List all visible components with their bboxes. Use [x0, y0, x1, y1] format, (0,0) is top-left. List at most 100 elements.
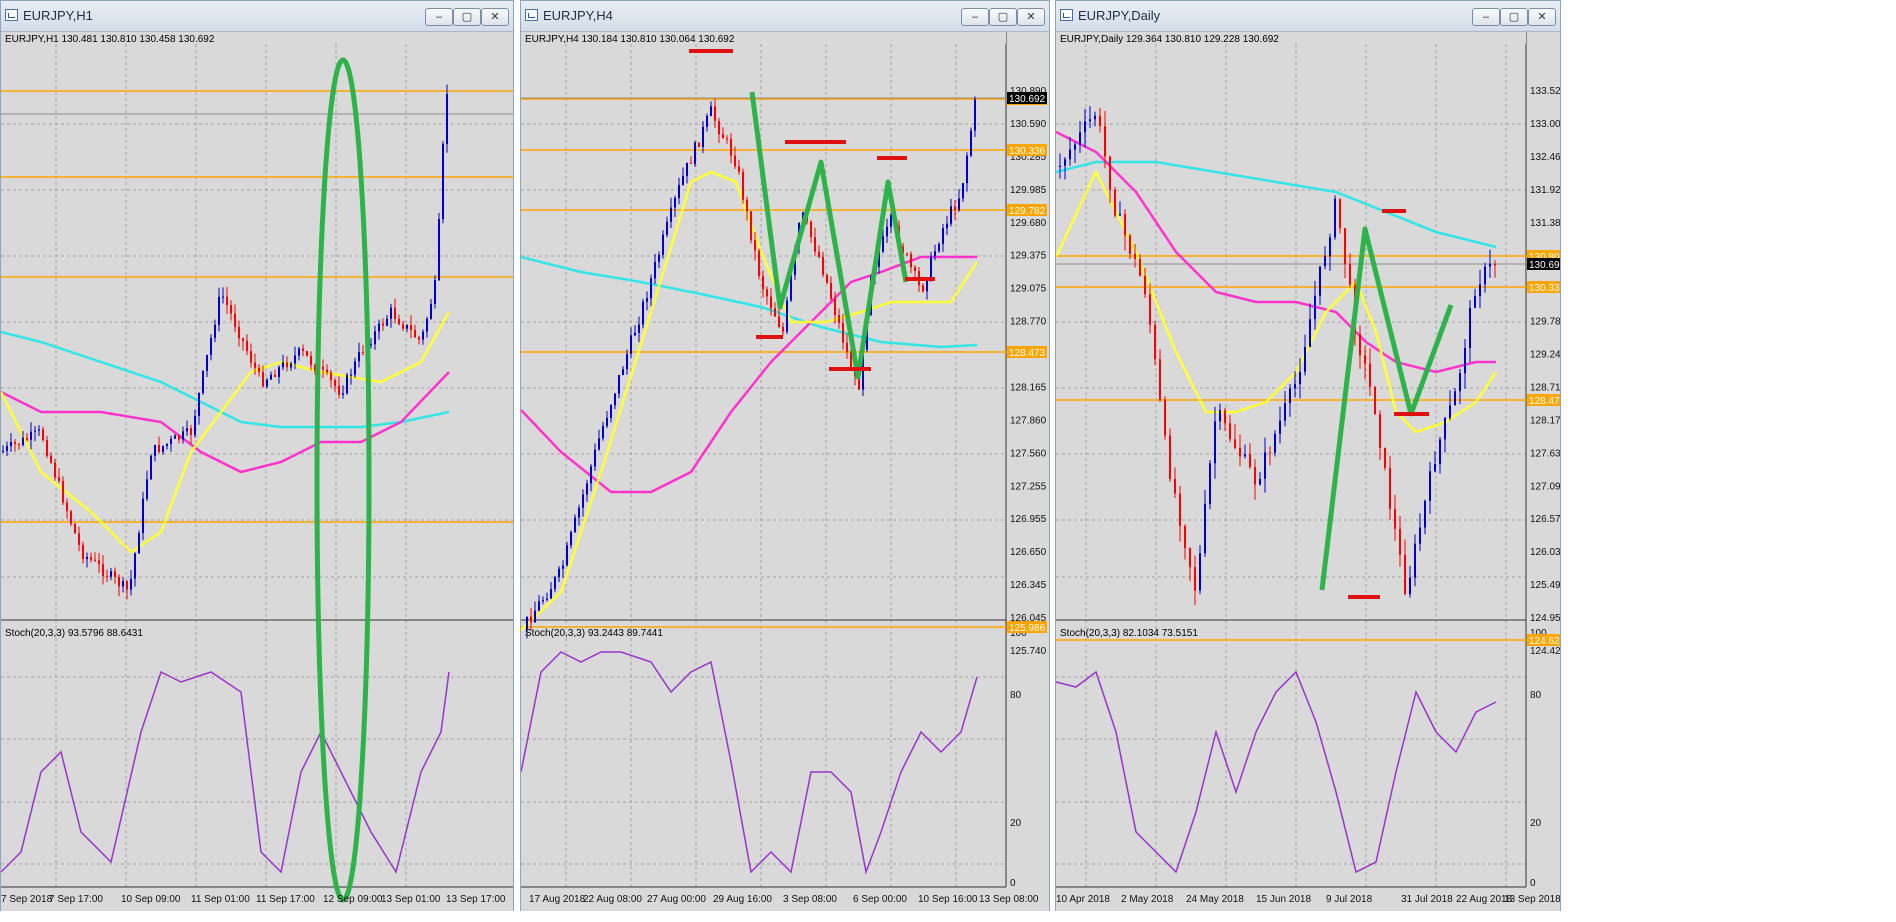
candle-body: [254, 362, 256, 368]
candle-body: [246, 340, 248, 352]
candle-body: [1259, 478, 1261, 485]
candle-body: [278, 367, 280, 378]
candle-body: [1064, 159, 1066, 166]
candle-body: [330, 372, 332, 381]
candle-body: [782, 326, 784, 332]
candle-body: [58, 477, 60, 481]
moving-average-slow: [521, 255, 978, 349]
candle-body: [554, 577, 556, 590]
price-chart[interactable]: [1056, 32, 1560, 922]
chart-area[interactable]: EURJPY,H1 130.481 130.810 130.458 130.69…: [1, 32, 513, 920]
candle-body: [1339, 198, 1341, 229]
minimize-button[interactable]: ‒: [425, 8, 453, 26]
minimize-button[interactable]: ‒: [1472, 8, 1500, 26]
chart-area[interactable]: EURJPY,Daily 129.364 130.810 129.228 130…: [1056, 32, 1560, 920]
candle-body: [1464, 348, 1466, 374]
candle-body: [1429, 471, 1431, 501]
taskbar-strip: [0, 911, 1896, 921]
candle-body: [578, 507, 580, 518]
candle-body: [22, 437, 24, 445]
maximize-button[interactable]: ▢: [453, 8, 481, 26]
candle-body: [838, 315, 840, 323]
candle-body: [10, 441, 12, 446]
candle-body: [334, 380, 336, 386]
candle-body: [1309, 319, 1311, 348]
close-button[interactable]: ✕: [481, 8, 509, 26]
candle-body: [46, 440, 48, 456]
chart-area[interactable]: EURJPY,H4 130.184 130.810 130.064 130.69…: [521, 32, 1049, 920]
candle-body: [750, 211, 752, 241]
candle-body: [1284, 403, 1286, 421]
close-button[interactable]: ✕: [1528, 8, 1556, 26]
candle-body: [1129, 235, 1131, 254]
chart-window-h1[interactable]: EURJPY,H1 ‒ ▢ ✕ EURJPY,H1 130.481 130.81…: [0, 0, 514, 921]
candle-body: [1219, 410, 1221, 422]
price-chart[interactable]: [1, 32, 513, 922]
candle-body: [566, 545, 568, 566]
candle-body: [718, 120, 720, 135]
candle-body: [406, 324, 408, 329]
candle-body: [234, 313, 236, 327]
stochastic-line: [521, 651, 978, 875]
chart-grid: [1056, 32, 1526, 887]
candle-body: [426, 318, 428, 332]
candle-body: [230, 305, 232, 314]
candle-body: [1334, 198, 1336, 238]
candle-body: [926, 280, 928, 292]
candle-body: [38, 429, 40, 431]
candle-body: [258, 367, 260, 373]
candle-body: [1299, 371, 1301, 385]
candle-body: [786, 300, 788, 332]
window-titlebar[interactable]: EURJPY,H1 ‒ ▢ ✕: [1, 1, 513, 32]
window-titlebar[interactable]: EURJPY,H4 ‒ ▢ ✕: [521, 1, 1049, 32]
candle-body: [1394, 508, 1396, 529]
candle-body: [650, 278, 652, 299]
candle-body: [1239, 447, 1241, 457]
chart-window-h4[interactable]: EURJPY,H4 ‒ ▢ ✕ EURJPY,H4 130.184: [520, 0, 1050, 921]
candle-body: [1479, 284, 1481, 297]
candle-body: [1289, 388, 1291, 404]
candle-body: [698, 142, 700, 147]
candle-body: [690, 162, 692, 164]
candle-body: [66, 502, 68, 512]
candle-body: [1179, 493, 1181, 527]
candle-body: [410, 324, 412, 331]
candle-body: [702, 126, 704, 147]
maximize-button[interactable]: ▢: [1500, 8, 1528, 26]
window-titlebar[interactable]: EURJPY,Daily ‒ ▢ ✕: [1056, 1, 1560, 32]
candle-body: [730, 138, 732, 156]
candle-body: [14, 441, 16, 444]
candle-body: [770, 296, 772, 309]
candle-body: [122, 581, 124, 587]
candle-body: [126, 581, 128, 590]
moving-average-fast: [1, 311, 451, 554]
maximize-button[interactable]: ▢: [989, 8, 1017, 26]
candle-body: [1449, 405, 1451, 418]
candle-body: [970, 130, 972, 156]
candle-body: [242, 338, 244, 341]
candle-body: [590, 466, 592, 484]
candle-body: [1294, 384, 1296, 389]
candle-body: [1384, 447, 1386, 468]
candle-body: [1169, 435, 1171, 479]
candle-body: [1314, 295, 1316, 320]
candle-body: [1409, 577, 1411, 595]
minimize-button[interactable]: ‒: [961, 8, 989, 26]
chart-window-daily[interactable]: EURJPY,Daily ‒ ▢ ✕ EURJPY,Daily 1: [1055, 0, 1561, 921]
candle-body: [430, 303, 432, 319]
candle-body: [914, 267, 916, 272]
candle-body: [346, 375, 348, 394]
price-chart[interactable]: [521, 32, 1049, 922]
candle-body: [194, 415, 196, 435]
candle-body: [582, 494, 584, 508]
candle-body: [250, 351, 252, 363]
candle-body: [90, 556, 92, 560]
candle-body: [1209, 463, 1211, 504]
candle-body: [358, 351, 360, 362]
candle-body: [82, 544, 84, 560]
candle-body: [382, 323, 384, 326]
close-button[interactable]: ✕: [1017, 8, 1045, 26]
candle-body: [266, 379, 268, 387]
candle-body: [570, 532, 572, 546]
candle-body: [446, 94, 448, 145]
